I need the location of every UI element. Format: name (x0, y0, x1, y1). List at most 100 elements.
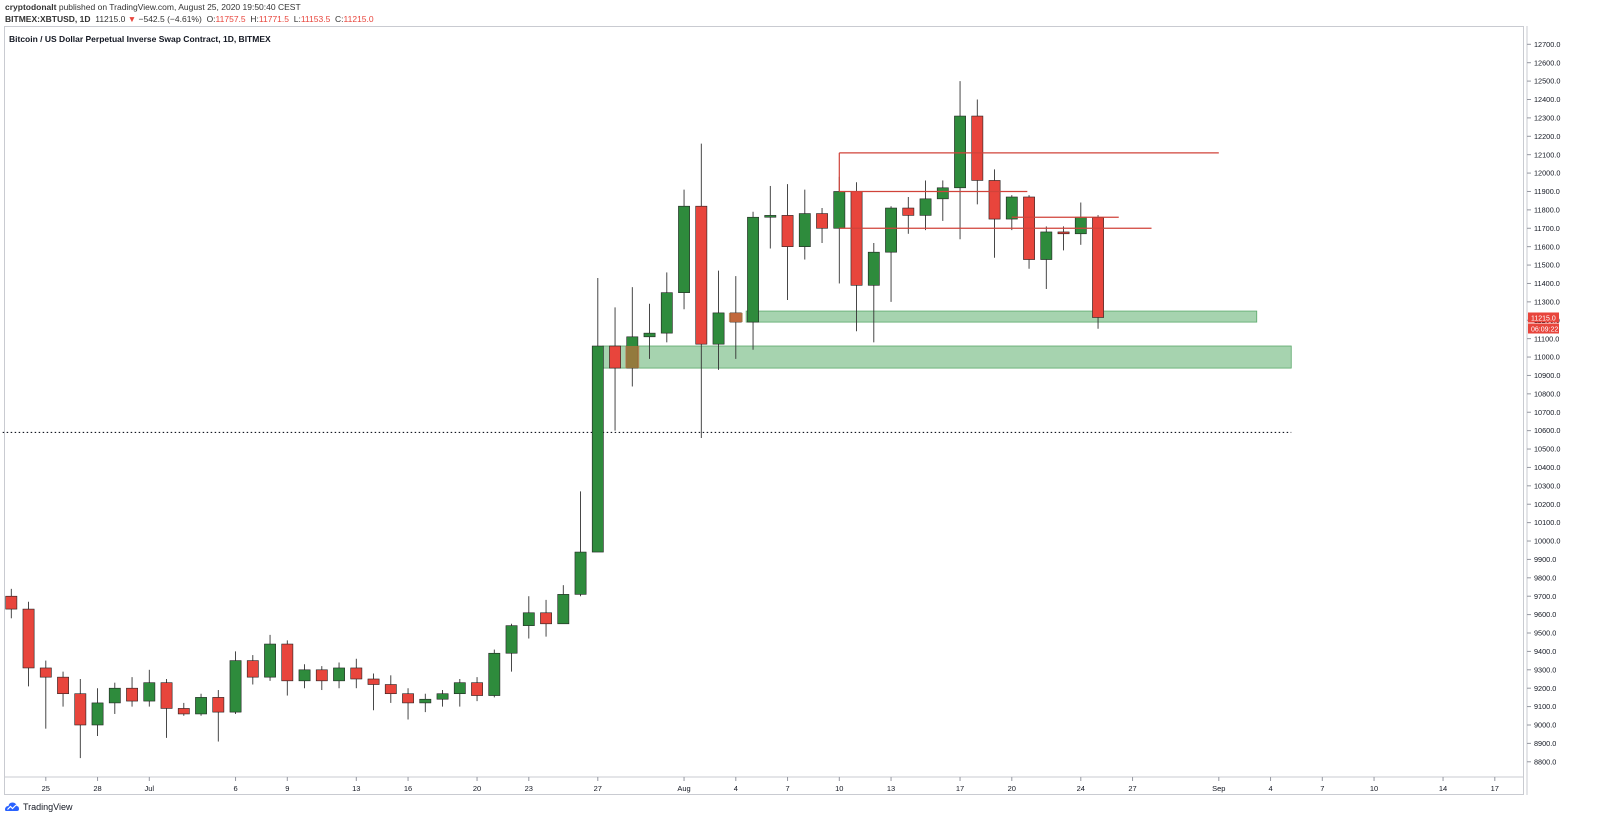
y-tick-label: 9600.0 (1534, 610, 1556, 619)
close-label: C: (335, 14, 344, 24)
candle-up (229, 660, 242, 713)
highlight-box (625, 346, 640, 369)
candle-up (574, 551, 587, 595)
candle-down (126, 687, 138, 702)
candle-up (747, 216, 759, 323)
x-tick-label: 28 (93, 784, 101, 793)
candle-down (367, 678, 380, 685)
candle-down (1057, 231, 1070, 235)
x-tick-label: Sep (1212, 784, 1225, 793)
y-tick-label: 12100.0 (1534, 150, 1560, 159)
low-label: L: (293, 14, 301, 24)
tradingview-logo-icon (5, 802, 19, 811)
support-zone (745, 310, 1258, 323)
y-tick-label: 10200.0 (1534, 500, 1560, 509)
x-tick-label: 6 (233, 784, 237, 793)
y-tick-label: 9400.0 (1534, 647, 1556, 656)
y-tick-label: 9900.0 (1534, 555, 1556, 564)
candle-down (5, 595, 18, 610)
candle-down (902, 207, 915, 216)
x-tick-label: 13 (352, 784, 360, 793)
y-tick-label: 10400.0 (1534, 463, 1560, 472)
x-tick-label: 20 (1008, 784, 1016, 793)
candle-up (643, 332, 656, 338)
candle-up (298, 669, 311, 682)
last-price-tag (1528, 312, 1559, 323)
candle-up (333, 667, 345, 682)
candle-up (1005, 196, 1018, 220)
support-zone (602, 345, 1292, 369)
y-tick-label: 9800.0 (1534, 573, 1556, 582)
candle-up (505, 625, 518, 654)
candle-up (833, 191, 846, 229)
candle-up (91, 702, 104, 726)
candle-down (816, 213, 828, 229)
candle-down (988, 180, 1001, 220)
author-name[interactable]: cryptodonalt (5, 2, 57, 12)
candle-down (350, 667, 363, 680)
x-tick-label: 17 (956, 784, 964, 793)
y-tick-label: 12200.0 (1534, 132, 1560, 141)
candle-up (1074, 216, 1087, 235)
candle-down (177, 708, 190, 715)
candle-down (609, 345, 621, 369)
y-tick-label: 11400.0 (1534, 279, 1560, 288)
x-tick-label: 23 (525, 784, 533, 793)
candle-up (936, 187, 949, 200)
y-tick-label: 11800.0 (1534, 205, 1560, 214)
chart-frame (4, 26, 1524, 795)
candle-up (1040, 231, 1053, 260)
candle-up (557, 594, 570, 625)
y-tick-label: 12000.0 (1534, 169, 1560, 178)
candle-down (281, 643, 294, 682)
candle-up (522, 612, 535, 626)
x-tick-label: 17 (1491, 784, 1499, 793)
x-tick-label: 27 (594, 784, 602, 793)
publish-info: cryptodonalt published on TradingView.co… (5, 2, 301, 12)
y-tick-label: 11600.0 (1534, 242, 1560, 251)
candle-down (471, 682, 483, 696)
x-tick-label: 10 (1370, 784, 1378, 793)
candle-up (764, 215, 777, 218)
low-value: 11153.5 (300, 14, 331, 24)
open-value: 11757.5 (215, 14, 246, 24)
ohlc-legend: BITMEX:XBTUSD, 1D 11215.0 ▼ −542.5 (−4.6… (5, 14, 374, 24)
candle-up (954, 115, 966, 189)
candle-up (591, 345, 604, 553)
y-tick-label: 10900.0 (1534, 371, 1560, 380)
candle-down (57, 676, 69, 695)
high-label: H: (250, 14, 259, 24)
candle-down (384, 684, 397, 695)
candle-up (885, 207, 897, 253)
y-tick-label: 11100.0 (1534, 334, 1559, 343)
y-tick-label: 10300.0 (1534, 481, 1560, 490)
countdown-tag (1528, 323, 1559, 334)
x-tick-label: 20 (473, 784, 481, 793)
open-label: O: (206, 14, 216, 24)
y-tick-label: 10100.0 (1534, 518, 1560, 527)
candle-up (453, 682, 466, 695)
x-tick-label: 13 (887, 784, 895, 793)
y-tick-label: 9200.0 (1534, 684, 1556, 693)
candle-up (660, 292, 673, 334)
x-tick-label: 7 (1320, 784, 1324, 793)
candle-down (850, 191, 863, 286)
y-tick-label: 10000.0 (1534, 537, 1560, 546)
candle-down (695, 205, 708, 345)
candle-down (22, 608, 35, 669)
x-tick-label: 24 (1077, 784, 1085, 793)
x-tick-label: Jul (145, 784, 155, 793)
tradingview-brand[interactable]: TradingView (4, 801, 73, 812)
candle-down (781, 215, 794, 247)
candle-down (402, 693, 414, 704)
x-tick-label: 14 (1439, 784, 1447, 793)
x-tick-label: 27 (1128, 784, 1136, 793)
candle-down (74, 693, 87, 726)
candle-up (436, 693, 449, 700)
candle-down (212, 697, 225, 713)
y-tick-label: 10600.0 (1534, 426, 1560, 435)
x-tick-label: Aug (677, 784, 690, 793)
x-tick-label: 4 (734, 784, 738, 793)
x-tick-label: 16 (404, 784, 412, 793)
